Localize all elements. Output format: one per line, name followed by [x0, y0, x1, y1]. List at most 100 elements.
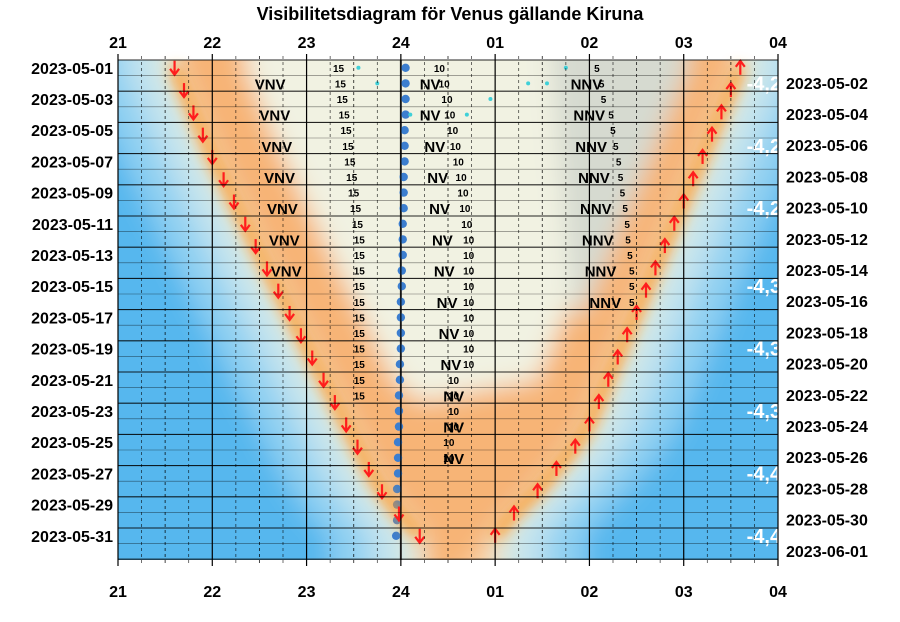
hour-label-bottom: 04 — [769, 584, 787, 601]
chart-title: Visibilitetsdiagram för Venus gällande K… — [257, 4, 645, 24]
sunset-arrow — [197, 127, 209, 144]
arrow-head — [569, 437, 581, 447]
axes: 21 21 22 22 23 23 24 24 01 01 02 02 03 03 04 04 2023-05-… — [31, 35, 868, 601]
date-label-right: 2023-05-26 — [786, 450, 868, 467]
venus-dot — [401, 94, 410, 104]
sunrise-arrow — [621, 326, 633, 343]
date-label-right: 2023-05-22 — [786, 388, 868, 405]
altitude-label: 5 — [624, 220, 630, 231]
arrow-head — [284, 313, 295, 322]
sunset-arrow — [376, 484, 388, 501]
altitude-label: 15 — [339, 111, 351, 122]
venus-dot — [394, 406, 404, 416]
arrow-head — [228, 201, 240, 211]
altitude-label: 10 — [444, 111, 456, 122]
sunset-arrow — [340, 417, 352, 434]
magnitude-label: -4,2 — [747, 136, 781, 158]
venus-dot — [397, 266, 406, 275]
arrow-head — [295, 335, 307, 345]
direction-label: VNV — [269, 232, 300, 249]
sunrise-arrow — [687, 170, 699, 187]
date-label-right: 2023-05-24 — [786, 419, 868, 436]
altitude-label: 15 — [354, 267, 366, 278]
altitude-label: 5 — [629, 282, 635, 293]
altitude-label: 5 — [622, 204, 628, 215]
direction-label: NV — [427, 170, 448, 187]
altitude-label: 5 — [625, 235, 631, 246]
altitude-label: 10 — [463, 267, 475, 278]
altitude-label: 5 — [620, 189, 626, 200]
arrow-head — [640, 281, 652, 291]
sunrise-arrow — [668, 214, 680, 231]
star-dot — [375, 81, 380, 86]
hour-label-bottom: 03 — [675, 584, 693, 601]
date-label-right: 2023-05-14 — [786, 263, 868, 280]
direction-label: NNV — [571, 76, 603, 93]
altitude-label: 15 — [354, 391, 366, 402]
venus-dot — [393, 453, 403, 462]
sunset-arrow — [329, 395, 341, 411]
date-label-right: 2023-05-30 — [786, 513, 868, 530]
altitude-label: 5 — [629, 298, 635, 309]
sunset-arrow — [250, 239, 262, 255]
arrow-head — [272, 290, 284, 300]
sunrise-arrow — [640, 281, 652, 298]
altitude-label: 15 — [346, 173, 358, 184]
sunrise-arrow — [508, 504, 520, 521]
altitude-label: 10 — [447, 126, 459, 137]
venus-dot — [400, 157, 409, 166]
altitude-label: 10 — [463, 313, 475, 324]
altitude-label: 15 — [337, 95, 349, 106]
sunset-arrow — [228, 194, 240, 211]
sunset-arrow — [414, 528, 426, 545]
hour-label-top: 24 — [392, 35, 410, 52]
sunrise-arrow — [716, 103, 727, 120]
altitude-label: 15 — [333, 64, 345, 75]
venus-dot — [398, 235, 407, 244]
altitude-label: 15 — [350, 204, 362, 215]
date-label-left: 2023-05-05 — [31, 123, 113, 140]
hour-label-top: 23 — [298, 35, 316, 52]
star-dot — [526, 81, 531, 86]
arrow-head — [508, 504, 520, 514]
date-label-left: 2023-05-19 — [31, 342, 113, 359]
date-label-right: 2023-05-06 — [786, 138, 868, 155]
hour-label-top: 21 — [109, 35, 127, 52]
date-label-right: 2023-05-10 — [786, 201, 868, 218]
altitude-label: 5 — [613, 142, 619, 153]
altitude-label: 10 — [463, 329, 475, 340]
arrow-head — [532, 482, 543, 491]
arrow-head — [376, 491, 388, 501]
arrow-head — [218, 179, 229, 189]
date-label-left: 2023-05-23 — [31, 404, 113, 421]
altitude-label: 10 — [463, 298, 475, 309]
direction-label: NV — [434, 264, 455, 281]
magnitude-label: -4,2 — [747, 73, 781, 95]
venus-dot — [393, 438, 403, 447]
direction-label: NNV — [575, 139, 607, 156]
direction-label: NV — [437, 295, 458, 312]
venus-dot — [395, 360, 405, 369]
sunset-arrow — [169, 60, 180, 77]
date-label-left: 2023-05-27 — [31, 466, 113, 483]
hour-label-top: 22 — [203, 35, 221, 52]
direction-label: NV — [443, 451, 464, 468]
magnitude-label: -4,4 — [747, 526, 782, 548]
sunset-arrow — [306, 350, 318, 367]
star-dot — [408, 112, 413, 117]
altitude-label: 5 — [610, 126, 616, 137]
magnitude-label: -4,4 — [747, 463, 782, 485]
arrow-head — [602, 370, 614, 380]
arrow-head — [329, 402, 341, 411]
arrow-head — [197, 134, 209, 144]
direction-label: NV — [440, 357, 461, 374]
altitude-label: 10 — [450, 142, 462, 153]
magnitude-label: -4,3 — [747, 339, 781, 361]
arrow-head — [393, 513, 405, 523]
direction-label: VNV — [261, 139, 292, 156]
date-label-left: 2023-05-13 — [31, 248, 113, 265]
altitude-label: 10 — [463, 235, 475, 246]
direction-label: NV — [420, 76, 441, 93]
altitude-label: 10 — [456, 173, 468, 184]
